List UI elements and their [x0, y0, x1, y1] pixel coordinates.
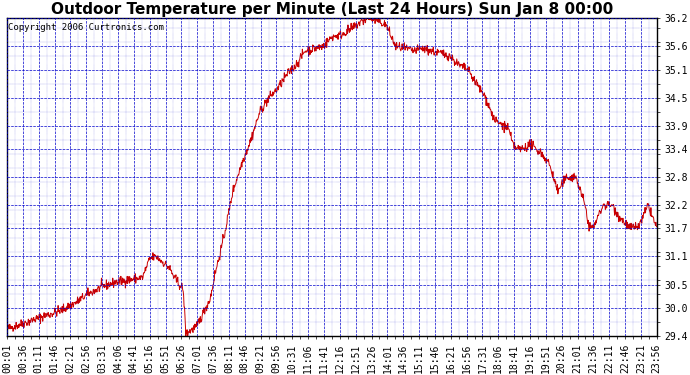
Title: Outdoor Temperature per Minute (Last 24 Hours) Sun Jan 8 00:00: Outdoor Temperature per Minute (Last 24 …: [51, 2, 613, 17]
Text: Copyright 2006 Curtronics.com: Copyright 2006 Curtronics.com: [8, 23, 164, 32]
